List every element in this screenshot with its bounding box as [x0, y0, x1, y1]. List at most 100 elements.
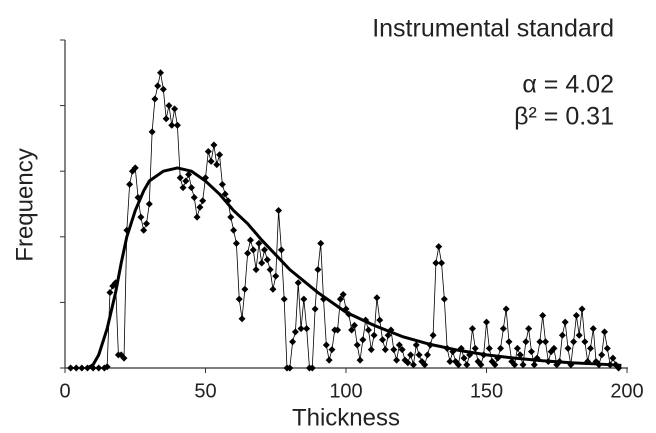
fit-curve [86, 166, 622, 370]
point [328, 346, 336, 354]
point [286, 364, 294, 372]
point [221, 190, 229, 198]
point [280, 295, 288, 303]
point [477, 361, 485, 369]
point [525, 325, 533, 333]
point [370, 331, 378, 339]
point [244, 249, 252, 257]
point [502, 305, 510, 313]
point [603, 344, 611, 352]
point [258, 259, 266, 267]
point [572, 312, 580, 320]
point [483, 318, 490, 326]
point [395, 341, 403, 349]
point [373, 294, 381, 302]
point [558, 331, 566, 339]
y-axis-title: Frequency [11, 148, 38, 261]
point [409, 361, 417, 369]
point [325, 356, 333, 364]
point [196, 203, 204, 211]
point [511, 361, 519, 369]
point [376, 316, 384, 324]
point [412, 341, 420, 349]
point [199, 197, 207, 205]
point [303, 325, 311, 333]
point [272, 272, 280, 280]
point [438, 259, 446, 267]
point [230, 226, 238, 234]
point [252, 266, 260, 274]
point [578, 305, 586, 313]
point [179, 184, 187, 192]
data-line [70, 72, 619, 369]
point [142, 220, 150, 228]
point [460, 354, 468, 362]
point [314, 266, 322, 274]
x-tick-label: 0 [59, 380, 70, 402]
point [246, 236, 254, 244]
point [505, 338, 513, 346]
point [120, 354, 128, 362]
point [536, 338, 544, 346]
point [126, 180, 134, 188]
point [407, 351, 415, 359]
point [176, 174, 184, 182]
point [255, 239, 263, 247]
point [235, 295, 243, 303]
point [140, 226, 148, 234]
point [162, 115, 170, 123]
point [336, 295, 344, 303]
annotation: α = 4.02 [522, 71, 614, 99]
point [429, 331, 437, 339]
point [193, 213, 201, 221]
point [350, 321, 358, 329]
x-tick-label: 50 [194, 380, 216, 402]
point [322, 341, 330, 349]
point [499, 325, 507, 333]
point [550, 344, 558, 352]
x-tick-label: 150 [470, 380, 503, 402]
point [300, 295, 308, 303]
point [185, 170, 193, 178]
point [261, 246, 269, 254]
point [159, 85, 167, 93]
point [291, 328, 299, 336]
point [213, 161, 221, 169]
annotation: β² = 0.31 [514, 103, 614, 131]
point [148, 128, 156, 136]
point [530, 361, 538, 369]
point [232, 239, 240, 247]
point [311, 305, 319, 313]
point [454, 361, 462, 369]
point [157, 69, 165, 77]
point [491, 361, 499, 369]
point [415, 351, 423, 359]
point [446, 357, 454, 365]
point [216, 151, 224, 159]
point [516, 351, 524, 359]
point [398, 346, 406, 354]
x-tick-label: 200 [610, 380, 643, 402]
point [317, 239, 325, 247]
point [561, 318, 569, 326]
point [471, 344, 479, 352]
point [423, 351, 431, 359]
point [339, 291, 347, 299]
point [353, 341, 361, 349]
point [348, 326, 356, 334]
point [364, 326, 372, 334]
point [468, 325, 476, 333]
point [589, 325, 597, 333]
point [435, 243, 443, 251]
point [440, 295, 448, 303]
point [78, 364, 86, 372]
point [154, 82, 162, 90]
point [519, 361, 527, 369]
point [581, 338, 589, 346]
point [204, 148, 212, 156]
point [289, 338, 297, 346]
point [570, 338, 578, 346]
point [187, 184, 195, 192]
point [513, 344, 521, 352]
x-axis-title: Thickness [292, 404, 400, 431]
